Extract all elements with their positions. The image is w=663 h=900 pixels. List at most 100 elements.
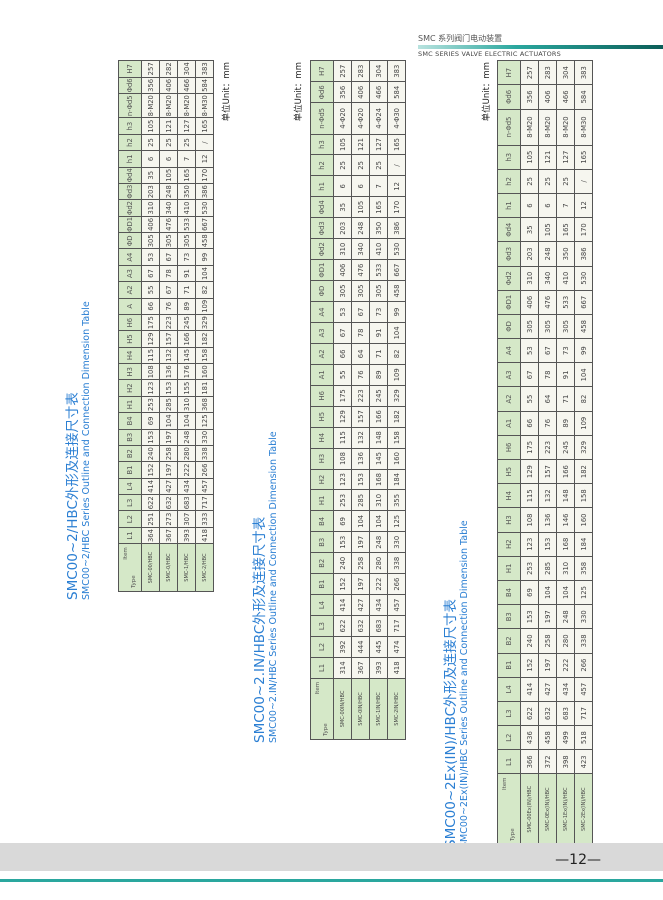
value-cell: 338 — [574, 628, 593, 654]
column-header: H3 — [310, 448, 334, 470]
value-cell: 25 — [177, 134, 196, 151]
value-cell: 285 — [159, 396, 178, 413]
value-cell: 466 — [177, 77, 196, 94]
value-cell: 121 — [538, 145, 557, 170]
value-cell: 622 — [520, 701, 539, 726]
value-cell: 157 — [159, 330, 178, 348]
header-row: Item Type L1 L2 L3 L4 B1 B2 B3 B4 H1 H2 H3 H4 H5 H6 A1 A2… — [497, 60, 521, 845]
value-cell: 25 — [333, 154, 352, 176]
value-cell: 330 — [574, 604, 593, 629]
column-header: A4 — [310, 301, 334, 323]
column-header: A2 — [310, 343, 334, 365]
value-cell: 155 — [177, 379, 196, 397]
unit-label: 单位Unit：mm — [222, 62, 232, 122]
column-header: h3 — [118, 117, 142, 135]
value-cell: 166 — [556, 459, 575, 484]
value-cell: 383 — [195, 60, 214, 78]
value-cell: 104 — [351, 510, 370, 532]
column-header: B1 — [118, 461, 142, 479]
value-cell: 104 — [538, 580, 557, 605]
corner-type-label: Type — [131, 575, 137, 588]
column-header: B4 — [497, 580, 521, 605]
value-cell: 67 — [333, 322, 352, 344]
value-cell: 358 — [574, 556, 593, 581]
value-cell: 145 — [369, 448, 388, 470]
value-cell: 499 — [556, 725, 575, 750]
table-title-en: SMC00~2.IN/HBC Series Outline and Connec… — [268, 431, 279, 743]
value-cell: 372 — [538, 749, 557, 774]
value-cell: 99 — [387, 301, 406, 323]
table-row: SMC-00/HBC 364 251 622 414 152 240 153 69 253 123 1… — [141, 60, 160, 592]
value-cell: 53 — [333, 301, 352, 323]
value-cell: 69 — [333, 510, 352, 532]
value-cell: 8-M20 — [538, 109, 557, 146]
value-cell: 7 — [369, 175, 388, 197]
column-header: L1 — [118, 527, 142, 544]
value-cell: 121 — [159, 117, 178, 135]
column-header: h1 — [310, 175, 334, 197]
value-cell: 12 — [195, 150, 214, 168]
column-header: h3 — [497, 145, 521, 170]
value-cell: 125 — [574, 580, 593, 605]
value-cell: 4-Φ30 — [387, 102, 406, 135]
header-accent-bar — [418, 45, 663, 49]
value-cell: 414 — [520, 677, 539, 702]
value-cell: 55 — [333, 364, 352, 386]
value-cell: 197 — [159, 461, 178, 479]
value-cell: 78 — [351, 322, 370, 344]
table-block-in-hbc: SMC00~2.IN/HBC外形及连接尺寸表 SMC00~2.IN/HBC Se… — [252, 58, 407, 743]
value-cell: 165 — [387, 134, 406, 155]
column-header: H5 — [310, 406, 334, 428]
column-header: H3 — [118, 363, 142, 380]
value-cell: 423 — [574, 749, 593, 774]
value-cell: 310 — [177, 396, 196, 413]
column-header: A3 — [310, 322, 334, 344]
value-cell: 305 — [177, 232, 196, 249]
column-header: H2 — [310, 469, 334, 490]
running-header-en: SMC SERIES VALVE ELECTRIC ACTUATORS — [418, 50, 561, 58]
table-title-en: SMC00~2Ex(IN)/HBC Series Outline and Con… — [459, 520, 470, 848]
value-cell: 104 — [556, 580, 575, 605]
column-header: H7 — [310, 60, 334, 82]
column-header: h1 — [118, 150, 142, 168]
value-cell: 157 — [351, 406, 370, 428]
table-row: SMC-00Ex(IN)/HBC 366 436 622 414 152 240 153 69 2… — [520, 60, 539, 845]
column-header: n-Φd5 — [118, 93, 142, 118]
type-cell: SMC-00IN/HBC — [333, 678, 352, 740]
value-cell: 8-M20 — [556, 109, 575, 146]
value-cell: / — [387, 154, 406, 176]
value-cell: 145 — [177, 347, 196, 364]
value-cell: 466 — [369, 81, 388, 103]
type-cell: SMC-0/HBC — [159, 543, 178, 592]
column-header: ΦD1 — [497, 290, 521, 315]
value-cell: 53 — [520, 338, 539, 363]
value-cell: 170 — [387, 196, 406, 218]
value-cell: 153 — [538, 532, 557, 557]
value-cell: 82 — [195, 281, 214, 299]
value-cell: 125 — [387, 510, 406, 532]
value-cell: 285 — [351, 489, 370, 511]
value-cell: 158 — [387, 427, 406, 449]
value-cell: 466 — [556, 84, 575, 110]
table-row: SMC-2IN/HBC 418 474 717 457 266 338 330 125 355 18… — [387, 60, 406, 740]
value-cell: 305 — [141, 232, 160, 249]
value-cell: 160 — [574, 507, 593, 533]
value-cell: 104 — [574, 362, 593, 387]
value-cell: 182 — [387, 406, 406, 428]
value-cell: 105 — [159, 167, 178, 184]
column-header: Φd2 — [118, 199, 142, 217]
value-cell: 71 — [369, 343, 388, 365]
value-cell: 67 — [141, 265, 160, 282]
value-cell: 406 — [520, 290, 539, 315]
value-cell: 458 — [387, 280, 406, 302]
value-cell: 251 — [141, 510, 160, 528]
value-cell: 170 — [574, 217, 593, 242]
value-cell: 127 — [556, 145, 575, 170]
value-cell: 104 — [177, 412, 196, 430]
value-cell: 406 — [159, 77, 178, 94]
column-header: A — [118, 298, 142, 315]
value-cell: 283 — [538, 60, 557, 85]
column-header: A4 — [118, 248, 142, 266]
value-cell: 91 — [556, 362, 575, 387]
value-cell: 310 — [333, 238, 352, 260]
